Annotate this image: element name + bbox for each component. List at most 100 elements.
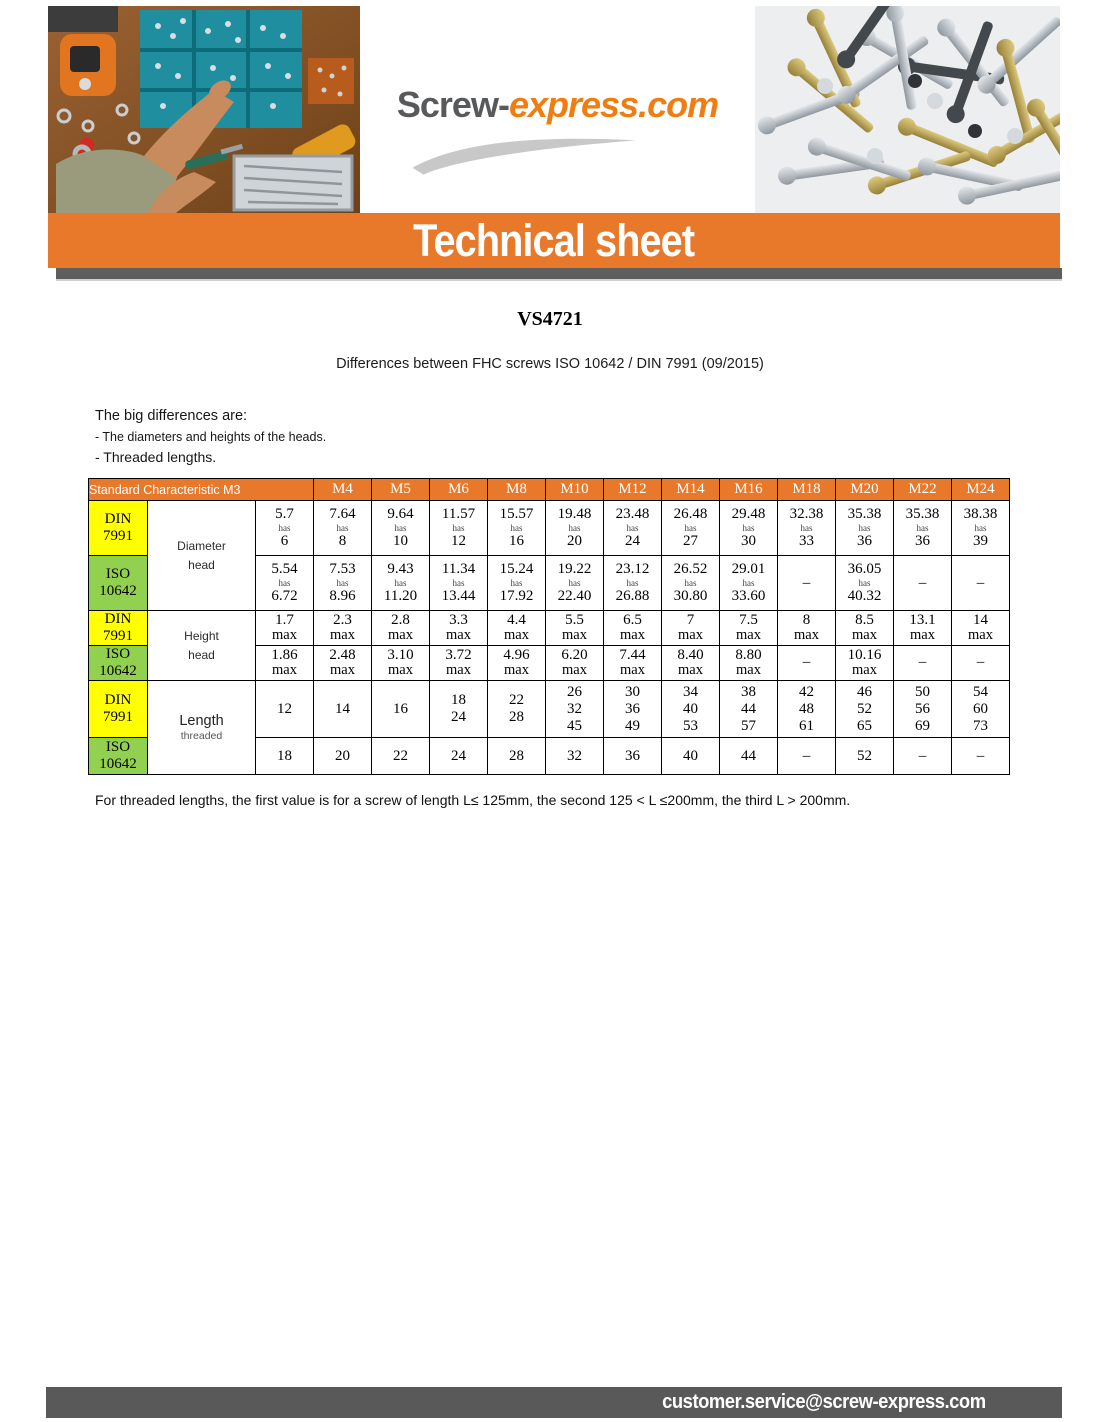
value-cell: 26.52 has 30.80 <box>661 555 721 611</box>
document-code: VS4721 <box>517 308 583 330</box>
value-cell: 9.43 has 11.20 <box>371 555 431 611</box>
value-cell: 32 <box>545 737 605 775</box>
value-cell: 5.7 has 6 <box>254 500 315 556</box>
value-cell: 29.48 has 30 <box>719 500 779 556</box>
table-row: ISO 10642 1.86 max 2.48 max 3.10 max 3.72 max 4.96… <box>88 645 1011 681</box>
header-size-m16: M16 <box>719 478 779 501</box>
value-cell: 12 <box>254 680 315 738</box>
header-standard-characteristic-m3: Standard Characteristic M3 <box>87 478 315 501</box>
header-size-m24: M24 <box>951 478 1011 501</box>
table-row: DIN 7991 Diameter head 5.7 has 6 7.64 has 8 9.64 ha… <box>88 500 1011 611</box>
value-cell: 28 <box>487 737 547 775</box>
header-size-m22: M22 <box>893 478 953 501</box>
header-size-m6: M6 <box>429 478 489 501</box>
value-cell: – <box>777 737 837 775</box>
intro-text: The big differences are: - The diameters… <box>95 408 326 465</box>
header-size-m10: M10 <box>545 478 605 501</box>
header-size-m20: M20 <box>835 478 895 501</box>
value-cell: 11.34 has 13.44 <box>429 555 489 611</box>
logo-prefix: Screw- <box>396 84 510 125</box>
value-cell: 3.72 max <box>429 645 489 681</box>
value-cell: 2.3 max <box>313 610 373 646</box>
standard-cell: ISO 10642 <box>88 737 148 775</box>
standard-cell: DIN 7991 <box>88 610 148 646</box>
brand-logo: Screw-express.com <box>360 6 755 213</box>
standard-cell: DIN 7991 <box>88 680 148 738</box>
characteristic-cell: Height head <box>147 610 256 681</box>
value-cell: 9.64 has 10 <box>371 500 431 556</box>
standard-cell: DIN 7991 <box>88 500 148 556</box>
value-cell: 23.12 has 26.88 <box>603 555 663 611</box>
value-cell: 19.48 has 20 <box>545 500 605 556</box>
value-cell: 6.5 max <box>603 610 663 646</box>
value-cell: 34 40 53 <box>661 680 721 738</box>
value-cell: 50 56 69 <box>893 680 953 738</box>
value-cell: 8.40 max <box>661 645 721 681</box>
banner-title: Technical sheet <box>413 215 696 266</box>
spec-table: Standard Characteristic M3 M4 M5 M6 M8 M10 M12… <box>87 478 1011 775</box>
value-cell: 46 52 65 <box>835 680 895 738</box>
value-cell: 7.44 max <box>603 645 663 681</box>
value-cell: 18 24 <box>429 680 489 738</box>
value-cell: 44 <box>719 737 779 775</box>
footer-contact-bar: customer.service@screw-express.com <box>46 1387 1062 1418</box>
value-cell: – <box>893 737 953 775</box>
value-cell: 40 <box>661 737 721 775</box>
value-cell: – <box>777 645 837 681</box>
value-cell: 22 28 <box>487 680 547 738</box>
value-cell: 5.54 has 6.72 <box>254 555 315 611</box>
value-cell: 15.24 has 17.92 <box>487 555 547 611</box>
characteristic-cell: Length threaded <box>147 680 256 775</box>
technical-sheet-banner: Technical sheet <box>48 213 1060 268</box>
value-cell: 4.96 max <box>487 645 547 681</box>
value-cell: 11.57 has 12 <box>429 500 489 556</box>
header-size-m8: M8 <box>487 478 547 501</box>
logo-swoosh <box>412 138 637 175</box>
value-cell: 1.7 max <box>254 610 315 646</box>
value-cell: 2.8 max <box>371 610 431 646</box>
value-cell: 32.38 has 33 <box>777 500 837 556</box>
value-cell: 26.48 has 27 <box>661 500 721 556</box>
spec-table-body: Standard Characteristic M3 M4 M5 M6 M8 M10 M12… <box>87 478 1011 775</box>
value-cell: 19.22 has 22.40 <box>545 555 605 611</box>
standard-cell: ISO 10642 <box>88 645 148 681</box>
value-cell: 54 60 73 <box>951 680 1011 738</box>
value-cell: 16 <box>371 680 431 738</box>
value-cell: 30 36 49 <box>603 680 663 738</box>
table-row: ISO 10642 5.54 has 6.72 7.53 has 8.96 9.43 has 11.… <box>88 555 1011 611</box>
value-cell: 10.16 max <box>835 645 895 681</box>
value-cell: 35.38 has 36 <box>835 500 895 556</box>
value-cell: 7.53 has 8.96 <box>313 555 373 611</box>
value-cell: 3.10 max <box>371 645 431 681</box>
value-cell: 8.80 max <box>719 645 779 681</box>
logo-suffix: express.com <box>508 84 719 125</box>
value-cell: 42 48 61 <box>777 680 837 738</box>
value-cell: 13.1 max <box>893 610 953 646</box>
table-row: DIN 7991 Height head 1.7 max 2.3 max 2.8 max 3.3 ma… <box>88 610 1011 681</box>
value-cell: – <box>893 555 953 611</box>
value-cell: 2.48 max <box>313 645 373 681</box>
value-cell: 4.4 max <box>487 610 547 646</box>
header-size-m12: M12 <box>603 478 663 501</box>
standard-cell: ISO 10642 <box>88 555 148 611</box>
value-cell: 35.38 has 36 <box>893 500 953 556</box>
header-size-m4: M4 <box>313 478 373 501</box>
value-cell: 24 <box>429 737 489 775</box>
intro-line-3: - Threaded lengths. <box>95 449 217 465</box>
intro-line-1: The big differences are: <box>95 408 248 424</box>
value-cell: 52 <box>835 737 895 775</box>
value-cell: 5.5 max <box>545 610 605 646</box>
value-cell: – <box>951 555 1011 611</box>
value-cell: 22 <box>371 737 431 775</box>
screws-pile-photo <box>755 6 1060 213</box>
value-cell: 26 32 45 <box>545 680 605 738</box>
value-cell: – <box>951 737 1011 775</box>
characteristic-cell: Diameter head <box>147 500 256 611</box>
value-cell: – <box>777 555 837 611</box>
value-cell: – <box>893 645 953 681</box>
value-cell: 6.20 max <box>545 645 605 681</box>
value-cell: 36.05 has 40.32 <box>835 555 895 611</box>
value-cell: 38 44 57 <box>719 680 779 738</box>
value-cell: 29.01 has 33.60 <box>719 555 779 611</box>
